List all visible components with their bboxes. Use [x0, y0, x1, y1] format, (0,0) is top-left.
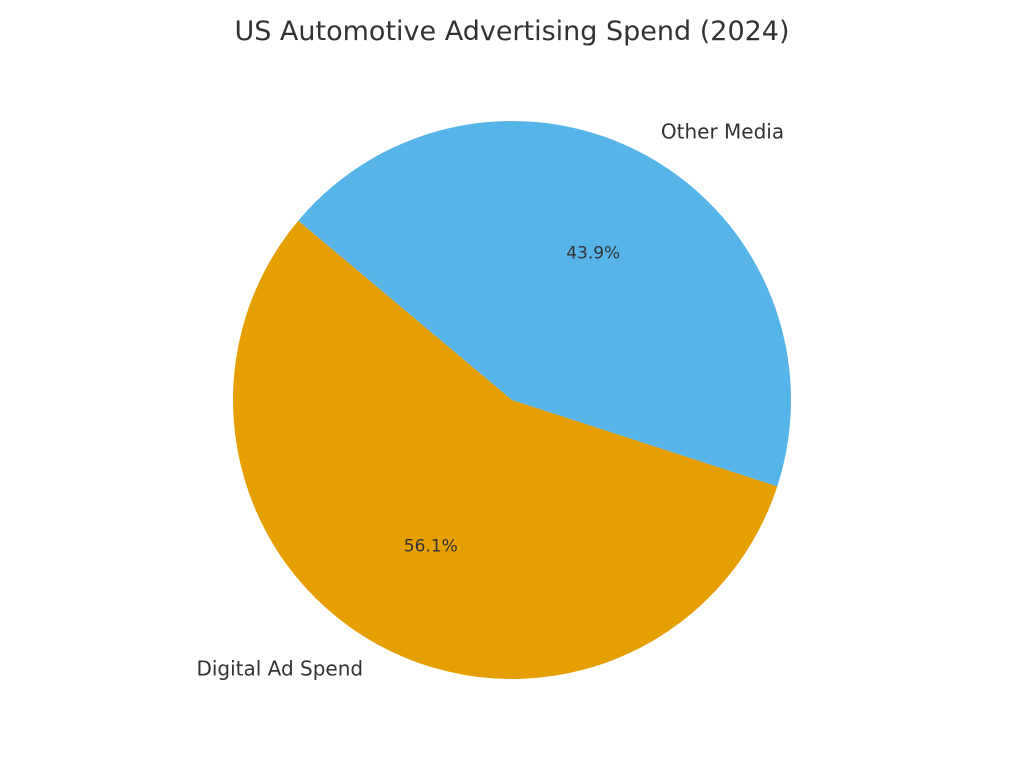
pie-slice-other-media — [298, 120, 791, 487]
pie-labels: 56.1% Digital Ad Spend 43.9% Other Media — [196, 120, 784, 681]
pie-slice-digital-ad-spend — [233, 220, 778, 679]
pie-category-label: Other Media — [661, 120, 784, 144]
pie-pct-label: 43.9% — [566, 244, 620, 264]
pie-category-label: Digital Ad Spend — [196, 656, 363, 680]
pie-slices — [233, 120, 791, 679]
pie-pct-label: 56.1% — [404, 536, 458, 556]
chart-title: US Automotive Advertising Spend (2024) — [234, 16, 790, 47]
